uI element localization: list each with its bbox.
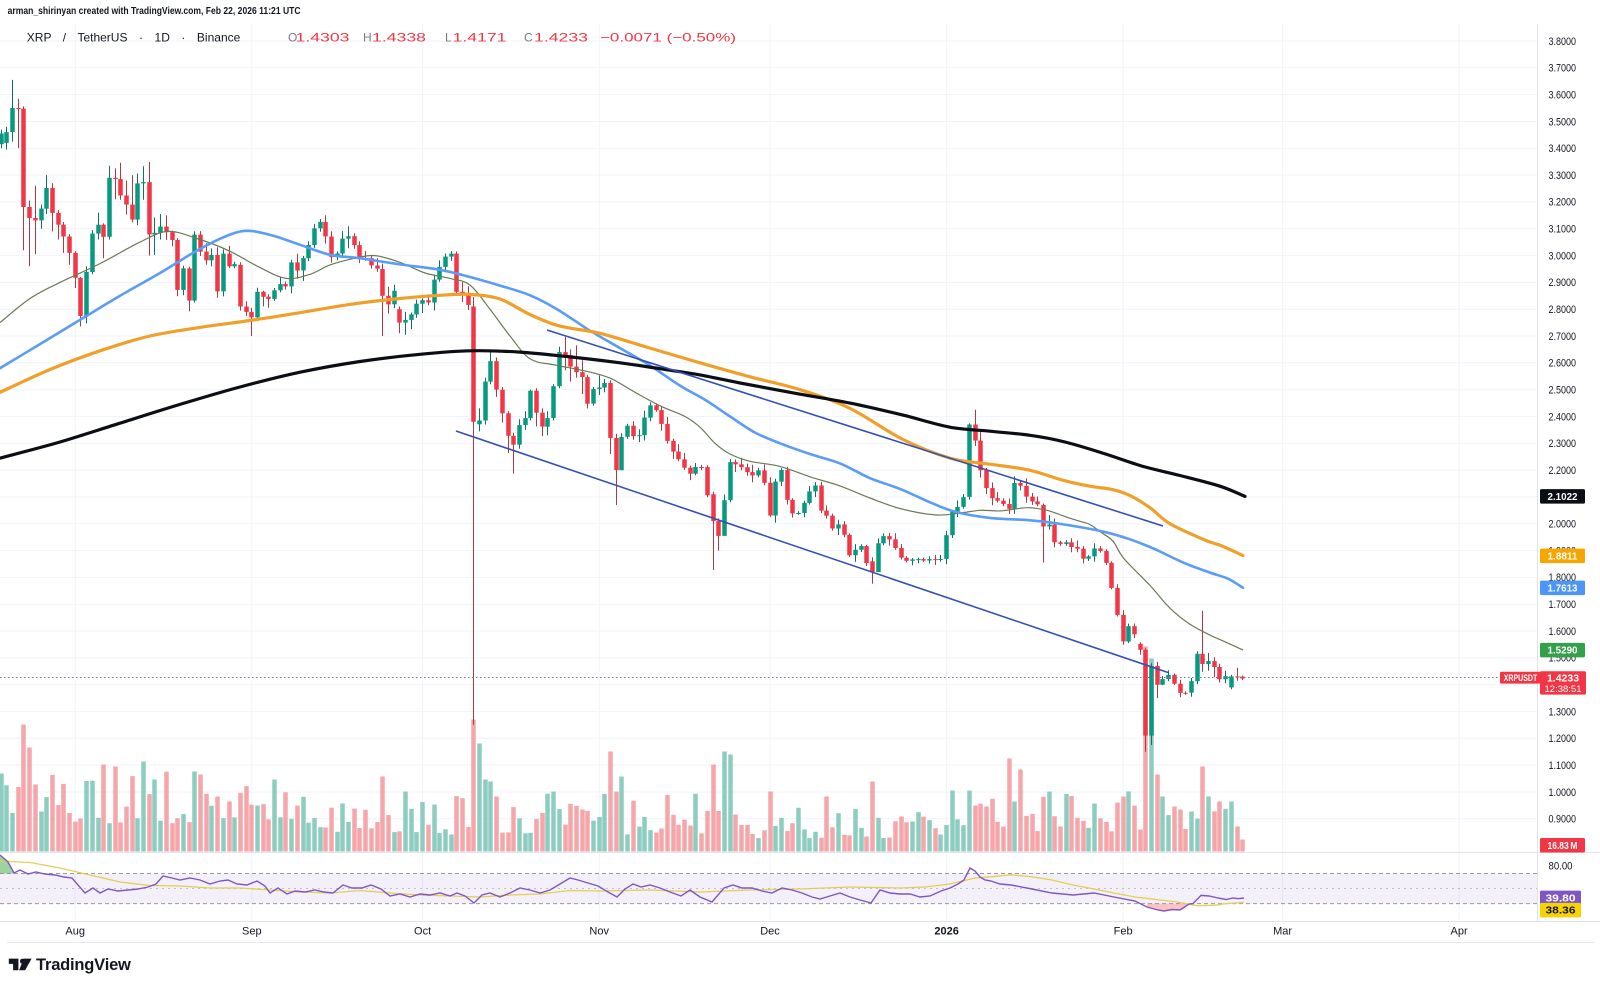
svg-text:1.4233: 1.4233 [534,31,588,45]
svg-text:2.8000: 2.8000 [1549,304,1577,316]
svg-text:Aug: Aug [65,926,85,938]
svg-text:XRP / TetherUS · 1D · Binance: XRP / TetherUS · 1D · Binance [27,31,241,45]
svg-text:39.80: 39.80 [1546,893,1576,905]
svg-text:1.8811: 1.8811 [1548,551,1578,563]
svg-text:3.8000: 3.8000 [1549,36,1577,48]
svg-text:2.0000: 2.0000 [1549,519,1577,531]
svg-text:80.00: 80.00 [1549,860,1573,872]
svg-text:2.7000: 2.7000 [1549,331,1577,343]
svg-text:38.36: 38.36 [1546,905,1576,917]
svg-text:3.1000: 3.1000 [1549,224,1577,236]
svg-text:2.5000: 2.5000 [1549,385,1577,397]
svg-text:2.6000: 2.6000 [1549,358,1577,370]
svg-text:Feb: Feb [1114,926,1133,938]
svg-text:1.3000: 1.3000 [1549,706,1577,718]
svg-text:1.1000: 1.1000 [1549,760,1577,772]
svg-text:1.4233: 1.4233 [1547,673,1579,685]
svg-text:O: O [288,31,297,45]
svg-text:1.0000: 1.0000 [1549,787,1577,799]
svg-text:3.4000: 3.4000 [1549,143,1577,155]
svg-text:1.4303: 1.4303 [296,31,350,45]
svg-text:2.3000: 2.3000 [1549,438,1577,450]
svg-text:1.6000: 1.6000 [1549,626,1577,638]
svg-text:0.9000: 0.9000 [1549,814,1577,826]
svg-text:2026: 2026 [934,926,958,938]
svg-text:3.5000: 3.5000 [1549,116,1577,128]
svg-text:C: C [524,31,533,45]
svg-text:1.4171: 1.4171 [453,31,507,45]
svg-text:Nov: Nov [589,926,609,938]
svg-text:Dec: Dec [760,926,780,938]
svg-text:Mar: Mar [1273,926,1292,938]
svg-text:2.4000: 2.4000 [1549,411,1577,423]
svg-text:Apr: Apr [1451,926,1468,938]
svg-text:2.9000: 2.9000 [1549,277,1577,289]
svg-text:2.1022: 2.1022 [1548,491,1578,503]
svg-text:L: L [445,31,452,45]
svg-text:3.0000: 3.0000 [1549,250,1577,262]
svg-text:Sep: Sep [242,926,262,938]
svg-text:2.2000: 2.2000 [1549,465,1577,477]
svg-text:3.7000: 3.7000 [1549,63,1577,75]
svg-text:1.5290: 1.5290 [1548,645,1578,657]
svg-text:Oct: Oct [414,926,431,938]
svg-text:12:38:51: 12:38:51 [1545,684,1582,695]
svg-text:1.7613: 1.7613 [1548,583,1578,595]
svg-text:3.6000: 3.6000 [1549,89,1577,101]
svg-text:1.7000: 1.7000 [1549,599,1577,611]
svg-text:arman_shirinyan created with T: arman_shirinyan created with TradingView… [8,6,301,17]
svg-text:1.4338: 1.4338 [372,31,426,45]
svg-text:−0.0071 (−0.50%): −0.0071 (−0.50%) [600,31,736,45]
svg-text:TradingView: TradingView [36,956,131,974]
svg-text:XRPUSDT: XRPUSDT [1504,673,1538,683]
svg-text:16.83 M: 16.83 M [1548,840,1578,852]
svg-text:3.3000: 3.3000 [1549,170,1577,182]
svg-text:H: H [363,31,372,45]
svg-text:3.2000: 3.2000 [1549,197,1577,209]
svg-text:1.2000: 1.2000 [1549,733,1577,745]
